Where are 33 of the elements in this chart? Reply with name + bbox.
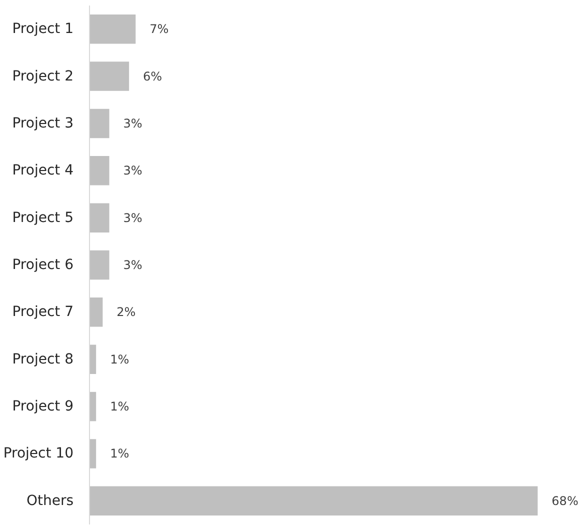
bar: [90, 344, 96, 374]
bar: [90, 439, 96, 468]
data-label: 3%: [123, 116, 142, 130]
y-tick-label: Project 4: [12, 162, 74, 179]
bar: [90, 14, 136, 44]
data-label: 6%: [143, 69, 162, 84]
bar: [90, 156, 110, 186]
bar: [90, 298, 103, 327]
y-tick-label: Project 1: [12, 21, 74, 38]
data-label: 1%: [110, 446, 130, 461]
y-tick-label: Project 2: [12, 68, 74, 84]
data-label: 3%: [123, 258, 142, 272]
data-label: 3%: [123, 164, 142, 178]
y-tick-label: Project 6: [12, 257, 74, 273]
data-label: 7%: [150, 22, 169, 36]
data-label: 3%: [123, 210, 142, 225]
data-label: 2%: [116, 305, 136, 320]
bar: [90, 62, 130, 91]
bar: [90, 108, 110, 138]
y-tick-label: Project 9: [12, 398, 74, 415]
y-tick-label: Project 7: [12, 304, 74, 320]
bar: [90, 250, 110, 280]
data-label: 68%: [552, 494, 578, 508]
y-tick-label: Project 5: [12, 210, 74, 226]
bar: [90, 486, 538, 516]
bar: [90, 392, 96, 422]
y-tick-label: Project 8: [12, 351, 74, 368]
y-tick-label: Project 10: [3, 446, 74, 462]
data-label: 1%: [110, 400, 130, 414]
bar: [90, 203, 110, 232]
y-tick-label: Project 3: [12, 115, 74, 132]
y-tick-label: Others: [26, 492, 74, 509]
data-label: 1%: [110, 352, 130, 366]
